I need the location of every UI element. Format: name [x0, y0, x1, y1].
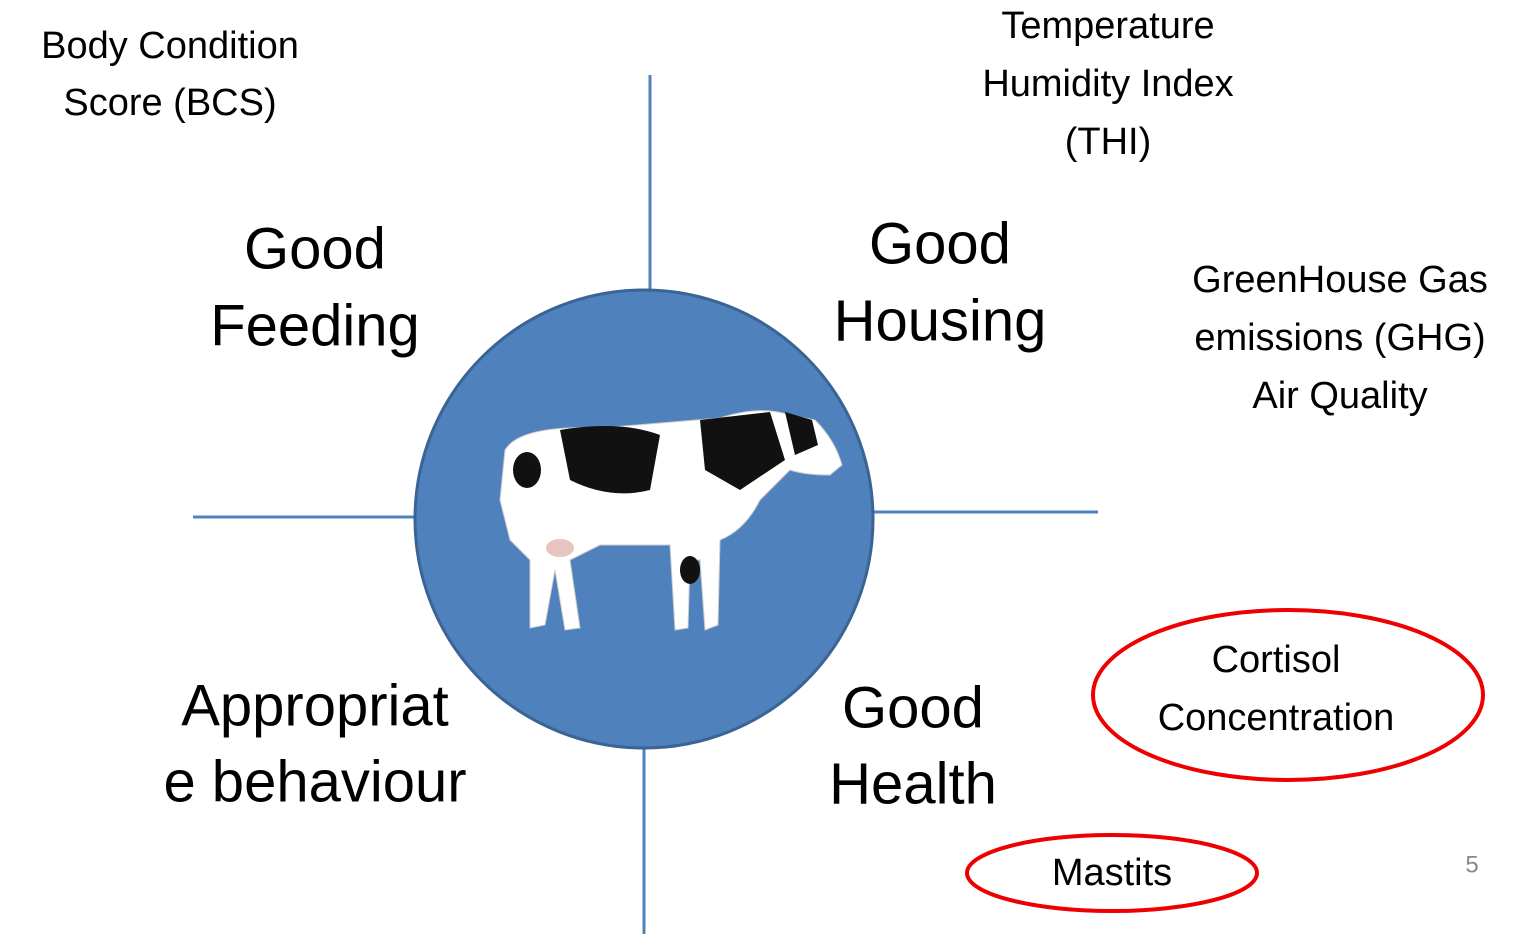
thi-label: Humidity Index	[982, 63, 1233, 105]
ghg-label: GreenHouse Gas	[1192, 259, 1488, 301]
cortisol-label: Cortisol	[1212, 639, 1341, 681]
behaviour-label: e behaviour	[163, 749, 466, 814]
page-number: 5	[1465, 851, 1478, 878]
highlight-ellipse	[1093, 610, 1483, 780]
feeding-label: Feeding	[210, 293, 420, 358]
health-label: Health	[829, 751, 997, 816]
page: {"labels": { "bcs": ["Body Condition", "…	[0, 0, 1528, 934]
feeding-label: Good	[244, 216, 386, 281]
housing-label: Good	[869, 211, 1011, 276]
thi-label: (THI)	[1065, 121, 1152, 163]
ghg-label: Air Quality	[1252, 375, 1427, 417]
mastitis-label: Mastits	[1052, 852, 1172, 894]
health-label: Good	[842, 675, 984, 740]
cortisol-label: Concentration	[1158, 697, 1395, 739]
behaviour-label: Appropriat	[181, 673, 449, 738]
slide: Body Condition Score (BCS) Temperature Humi…	[0, 0, 1528, 934]
housing-label: Housing	[834, 288, 1047, 353]
ghg-label: emissions (GHG)	[1194, 317, 1485, 359]
thi-label: Temperature	[1001, 5, 1214, 47]
bcs-label: Score (BCS)	[63, 82, 276, 124]
bcs-label: Body Condition	[41, 25, 299, 67]
